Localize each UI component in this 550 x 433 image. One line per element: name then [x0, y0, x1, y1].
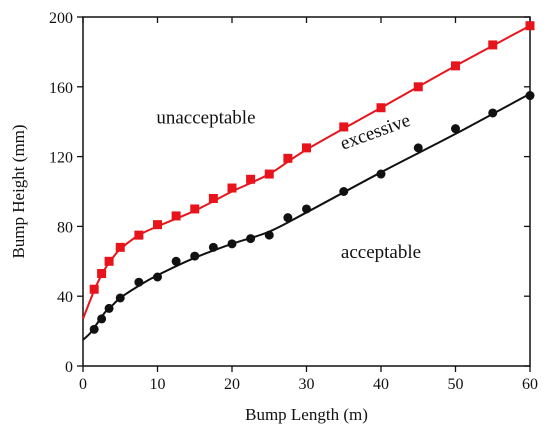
circle-point [208, 242, 218, 252]
x-tick-label: 0 [79, 376, 87, 393]
square-point [115, 242, 125, 252]
circle-point [376, 169, 386, 179]
plot-frame [82, 16, 531, 367]
y-tick-label: 0 [65, 359, 73, 376]
y-tick-label: 200 [49, 10, 73, 27]
circle-point [488, 108, 498, 118]
circle-point [413, 143, 423, 153]
square-point [171, 211, 181, 221]
square-point [451, 61, 460, 71]
circle-point [153, 272, 162, 282]
y-tick-label: 120 [49, 150, 73, 167]
series-black-circles [82, 91, 535, 341]
circle-point [339, 187, 349, 196]
square-point [208, 193, 218, 203]
circle-point [283, 213, 293, 223]
fit-curve [82, 24, 531, 320]
circle-point [302, 204, 311, 214]
square-point [488, 40, 498, 50]
square-point [302, 143, 311, 153]
square-point [376, 103, 386, 113]
series-red-squares [82, 21, 535, 320]
annotation-acceptable: acceptable [341, 242, 421, 263]
x-axis-title: Bump Length (m) [245, 405, 368, 424]
square-point [153, 220, 162, 230]
circle-point [104, 303, 114, 313]
x-tick-label: 10 [150, 376, 166, 393]
fit-curve [82, 92, 531, 341]
circle-point [97, 314, 107, 324]
square-point [104, 256, 114, 266]
y-tick-label: 40 [57, 289, 73, 306]
square-point [227, 183, 237, 193]
circle-point [115, 293, 125, 303]
square-point [134, 230, 144, 240]
square-point [525, 21, 535, 31]
x-tick-label: 50 [448, 376, 464, 393]
annotation-unacceptable: unacceptable [156, 107, 255, 128]
square-point [246, 174, 256, 184]
square-point [89, 284, 99, 294]
circle-point [227, 239, 237, 249]
square-point [339, 122, 349, 132]
circle-point [89, 324, 99, 334]
x-tick-label: 40 [373, 376, 389, 393]
circle-point [246, 234, 256, 244]
y-axis-title: Bump Height (mm) [9, 124, 28, 258]
circle-point [451, 124, 460, 134]
square-point [190, 204, 200, 214]
x-tick-label: 30 [299, 376, 315, 393]
circle-point [134, 277, 144, 287]
annotation-excessive: excessive [338, 110, 414, 155]
square-point [264, 169, 274, 179]
square-point [283, 153, 293, 163]
circle-point [171, 256, 181, 266]
square-point [413, 82, 423, 92]
circle-point [190, 251, 200, 261]
plot-area: 0 10 20 30 40 50 60 0 40 80 120 160 200 unacceptable e… [49, 10, 538, 393]
square-point [97, 269, 107, 279]
y-tick-label: 160 [49, 80, 73, 97]
circle-point [525, 91, 535, 101]
y-tick-label: 80 [57, 219, 73, 236]
x-tick-label: 60 [522, 376, 538, 393]
x-tick-label: 20 [224, 376, 240, 393]
circle-point [264, 230, 274, 240]
